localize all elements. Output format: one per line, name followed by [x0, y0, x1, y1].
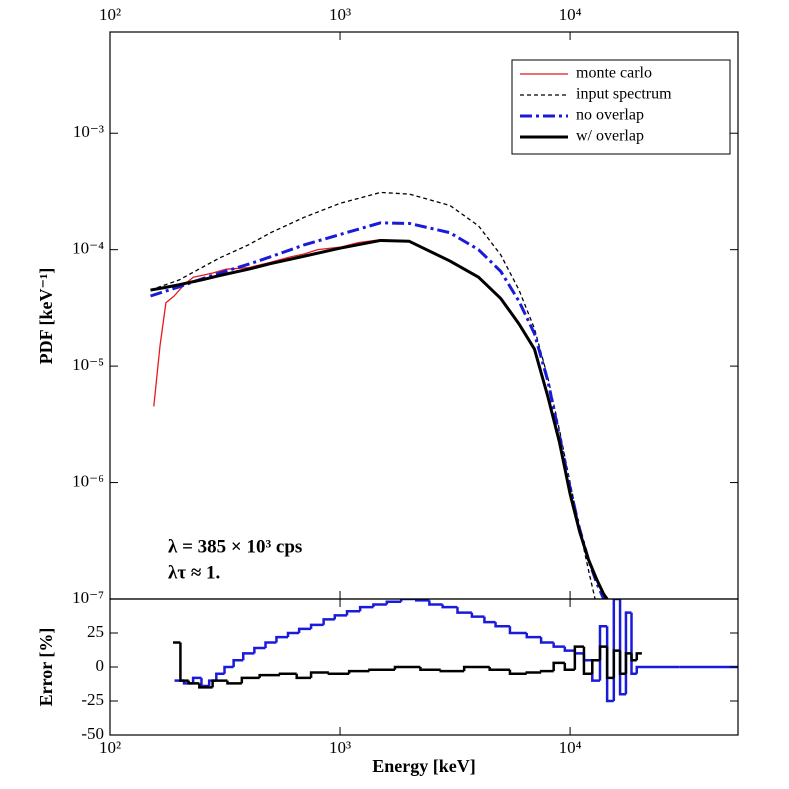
step-segment [419, 667, 441, 671]
annotation: λτ ≈ 1. [168, 562, 220, 583]
y-tick-label: 10⁻³ [73, 122, 104, 141]
step-segment [372, 603, 387, 608]
step-segment [215, 672, 225, 681]
line-series [150, 191, 596, 599]
step-segment [345, 609, 361, 616]
step-segment [428, 600, 443, 606]
y-tick-label: 10⁻⁴ [72, 239, 104, 258]
step-segment [552, 642, 565, 648]
step-segment [399, 599, 417, 602]
step-segment [591, 658, 600, 674]
step-segment [322, 618, 335, 625]
step-segment [488, 667, 510, 671]
x-tick-label: 10² [99, 738, 121, 757]
step-segment [286, 631, 300, 638]
step-segment [385, 600, 402, 605]
step-segment [630, 653, 637, 662]
step-segment [441, 604, 458, 609]
step-segment [327, 672, 350, 676]
step-segment [605, 646, 614, 680]
step-segment [539, 637, 554, 644]
main-plot [150, 191, 609, 599]
step-segment [618, 650, 626, 676]
step-segment [393, 665, 421, 670]
line-series [150, 238, 609, 599]
step-segment [226, 680, 242, 685]
step-segment [635, 665, 680, 674]
step-segment [483, 616, 496, 624]
step-segment [295, 673, 312, 680]
x-tick-label: 10³ [329, 738, 351, 757]
annotation: λ = 385 × 10³ cps [168, 536, 302, 557]
legend-label: input spectrum [576, 86, 672, 103]
legend-label: no overlap [576, 107, 644, 124]
step-segment [630, 612, 637, 676]
step-segment [494, 622, 510, 628]
step-segment [223, 665, 234, 674]
step-segment [635, 652, 642, 661]
step-segment [347, 669, 370, 674]
step-segment [358, 605, 374, 612]
step-segment [470, 612, 485, 618]
step-segment [508, 626, 527, 635]
step-segment [582, 653, 593, 662]
step-segment [187, 680, 200, 685]
step-segment [309, 671, 329, 678]
x-axis-label: Energy [keV] [372, 756, 475, 776]
y-tick-label: 10⁻⁷ [72, 588, 104, 607]
step-segment [598, 624, 608, 681]
step-segment [582, 646, 593, 676]
step-segment [191, 676, 202, 684]
x-tick-label: 10⁴ [559, 738, 582, 757]
step-segment [552, 661, 565, 672]
step-segment [563, 646, 575, 652]
step-segment [462, 665, 490, 672]
y-tick-label: 10⁻⁶ [72, 471, 104, 490]
step-segment [258, 673, 280, 678]
step-segment [618, 599, 626, 696]
x-tick-label: 10² [99, 5, 121, 24]
step-segment [241, 652, 255, 661]
step-segment [598, 645, 608, 661]
step-segment [253, 646, 266, 654]
step-segment [278, 672, 297, 676]
x-tick-label: 10³ [329, 5, 351, 24]
y-tick-label: 10⁻⁵ [72, 355, 104, 374]
step-segment [456, 607, 472, 614]
step-segment [525, 633, 542, 639]
step-segment [573, 650, 584, 655]
y-axis-label: PDF [keV⁻¹] [36, 268, 56, 365]
step-segment [539, 669, 554, 673]
step-segment [333, 614, 348, 620]
error-plot [173, 599, 738, 703]
step-segment [624, 652, 632, 674]
step-segment [179, 642, 189, 682]
step-segment [525, 671, 542, 674]
legend: monte carlo input spectrum no overlap w/ ov… [511, 59, 731, 155]
step-segment [439, 669, 465, 673]
step-segment [198, 683, 213, 689]
step-segment [240, 676, 260, 684]
step-segment [275, 635, 288, 643]
legend-label: monte carlo [576, 65, 652, 82]
y-tick-label: 0 [96, 656, 105, 675]
step-segment [297, 627, 312, 633]
step-segment [368, 668, 395, 672]
step-segment [508, 669, 527, 676]
step-segment [309, 623, 324, 629]
y-tick-label: -25 [81, 690, 104, 709]
step-segment [563, 662, 575, 671]
legend-label: w/ overlap [576, 128, 644, 145]
step-segment [211, 679, 228, 688]
y-axis-label: Error [%] [36, 628, 56, 707]
step-segment [232, 658, 244, 667]
y-tick-label: -50 [81, 724, 104, 743]
step-segment [200, 677, 210, 688]
step-segment [612, 649, 621, 678]
step-segment [264, 641, 277, 648]
y-tick-label: 25 [87, 622, 104, 641]
step-segment [573, 645, 584, 670]
x-tick-label: 10⁴ [559, 5, 582, 24]
